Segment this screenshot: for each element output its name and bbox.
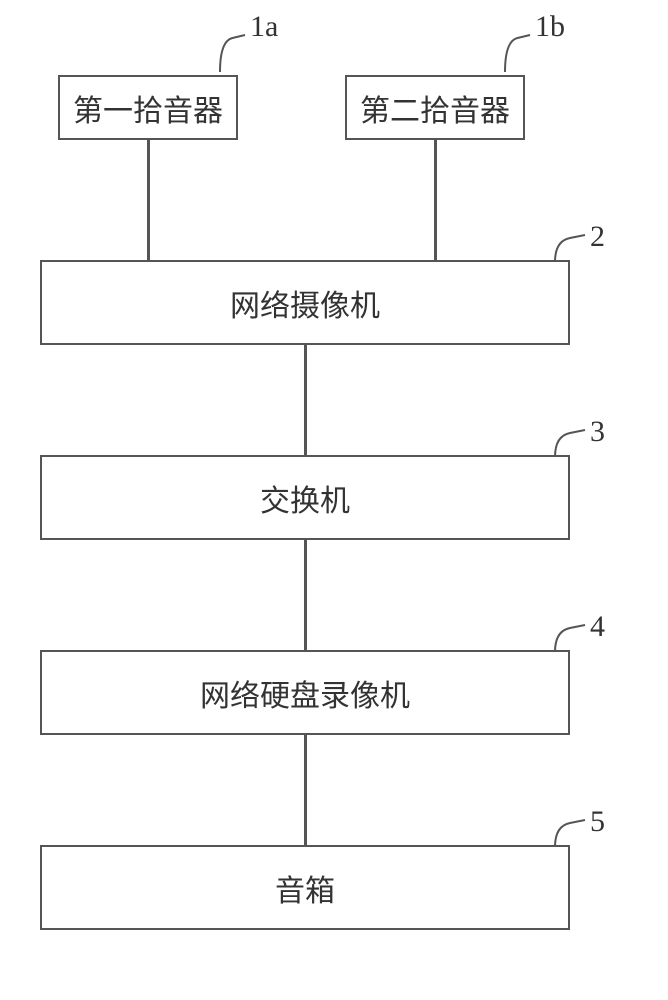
node-5: 音箱	[40, 845, 570, 930]
node-label-4: 网络硬盘录像机	[200, 671, 410, 715]
callout-4	[550, 620, 590, 657]
node-1a: 第一拾音器	[58, 75, 238, 140]
ref-label-2: 2	[590, 220, 605, 254]
ref-label-3: 3	[590, 415, 605, 449]
edge-2-3	[304, 345, 307, 455]
node-2: 网络摄像机	[40, 260, 570, 345]
ref-label-1b: 1b	[535, 10, 565, 44]
ref-label-1a: 1a	[250, 10, 278, 44]
node-label-1a: 第一拾音器	[73, 86, 223, 130]
edge-4-5	[304, 735, 307, 845]
node-1b: 第二拾音器	[345, 75, 525, 140]
callout-2	[550, 230, 590, 267]
node-3: 交换机	[40, 455, 570, 540]
node-4: 网络硬盘录像机	[40, 650, 570, 735]
edge-1b-2	[434, 140, 437, 260]
node-label-3: 交换机	[260, 476, 350, 520]
node-label-2: 网络摄像机	[230, 281, 380, 325]
ref-label-5: 5	[590, 805, 605, 839]
edge-1a-2	[147, 140, 150, 260]
callout-1b	[500, 30, 535, 77]
node-label-1b: 第二拾音器	[360, 86, 510, 130]
ref-label-4: 4	[590, 610, 605, 644]
node-label-5: 音箱	[275, 866, 335, 910]
callout-1a	[215, 30, 250, 77]
edge-3-4	[304, 540, 307, 650]
callout-3	[550, 425, 590, 462]
callout-5	[550, 815, 590, 852]
